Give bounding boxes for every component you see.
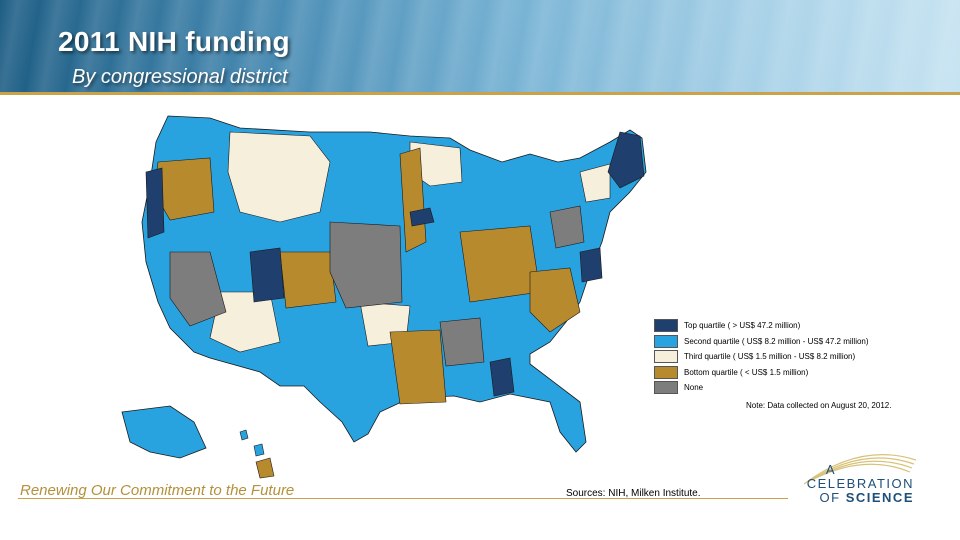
legend-label: Top quartile ( > US$ 47.2 million) <box>684 321 801 331</box>
legend-item: Top quartile ( > US$ 47.2 million) <box>654 318 914 334</box>
sources-note: Sources: NIH, Milken Institute. <box>566 488 701 499</box>
region-none <box>439 317 485 367</box>
map-legend: Top quartile ( > US$ 47.2 million) Secon… <box>654 318 914 396</box>
footer-rule <box>18 498 788 499</box>
header-banner <box>0 0 960 92</box>
region-bottom-quartile <box>399 147 427 253</box>
region-top-quartile <box>145 167 165 239</box>
hawaii-big-island <box>255 457 275 479</box>
legend-label: Bottom quartile ( < US$ 1.5 million) <box>684 367 809 377</box>
region-third-quartile <box>579 163 611 203</box>
logo-arc-icon <box>815 463 911 479</box>
region-top-quartile <box>249 247 285 303</box>
legend-swatch <box>654 350 678 364</box>
logo-text-a: A <box>825 462 836 477</box>
logo-arc-icon <box>807 457 915 483</box>
region-top-quartile <box>409 207 435 227</box>
logo-text-of: OF <box>819 490 841 505</box>
region-bottom-quartile <box>279 251 337 309</box>
region-none <box>329 221 403 309</box>
region-bottom-quartile <box>459 225 541 303</box>
legend-item: None <box>654 380 914 396</box>
legend-swatch <box>654 334 678 348</box>
legend-swatch <box>654 365 678 379</box>
data-note: Note: Data collected on August 20, 2012. <box>746 401 892 410</box>
region-bottom-quartile <box>529 267 581 333</box>
page-subtitle: By congressional district <box>72 66 288 88</box>
hawaii-shape <box>239 429 265 457</box>
legend-swatch <box>654 319 678 333</box>
region-bottom-quartile <box>389 329 447 405</box>
logo-text-celebration: CELEBRATION <box>806 476 914 491</box>
legend-label: Third quartile ( US$ 1.5 million - US$ 8… <box>684 352 856 362</box>
logo-arc-icon <box>803 454 917 485</box>
region-top-quartile <box>607 131 645 189</box>
legend-swatch <box>654 381 678 395</box>
legend-item: Third quartile ( US$ 1.5 million - US$ 8… <box>654 349 914 365</box>
logo-text-science: OF SCIENCE <box>820 490 914 505</box>
region-none <box>169 251 227 327</box>
legend-label: Second quartile ( US$ 8.2 million - US$ … <box>684 336 869 346</box>
header-glare <box>0 0 960 92</box>
legend-item: Bottom quartile ( < US$ 1.5 million) <box>654 365 914 381</box>
footer-tagline: Renewing Our Commitment to the Future <box>20 482 295 499</box>
us-district-map <box>121 115 647 479</box>
alaska-shape <box>121 405 207 459</box>
region-third-quartile <box>227 131 331 223</box>
region-none <box>549 205 585 249</box>
legend-item: Second quartile ( US$ 8.2 million - US$ … <box>654 334 914 350</box>
region-top-quartile <box>489 357 515 397</box>
header-rule <box>0 92 960 95</box>
celebration-of-science-logo <box>803 454 917 485</box>
logo-text-science-bold: SCIENCE <box>845 490 914 505</box>
region-top-quartile <box>579 247 603 283</box>
page-title: 2011 NIH funding <box>58 26 290 57</box>
legend-label: None <box>684 383 704 393</box>
